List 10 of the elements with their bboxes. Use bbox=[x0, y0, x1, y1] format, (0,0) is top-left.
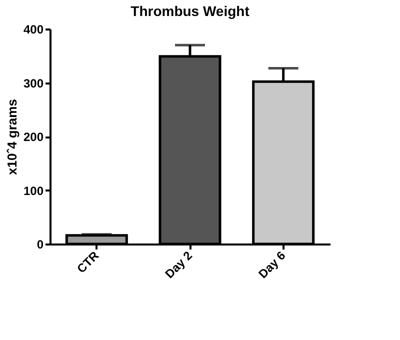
y-axis-title: x10ˆ4 grams bbox=[4, 99, 20, 175]
y-tick-label: 400 bbox=[23, 22, 44, 36]
chart-title: Thrombus Weight bbox=[130, 3, 250, 19]
y-tick-label: 0 bbox=[36, 238, 44, 252]
x-tick-label: Day 6 bbox=[256, 248, 289, 282]
x-tick-label: Day 2 bbox=[162, 248, 196, 282]
y-tick-label: 300 bbox=[23, 76, 44, 90]
y-tick-label: 100 bbox=[23, 184, 44, 198]
x-tick-label: CTR bbox=[74, 248, 102, 276]
y-tick-label: 200 bbox=[23, 130, 44, 144]
